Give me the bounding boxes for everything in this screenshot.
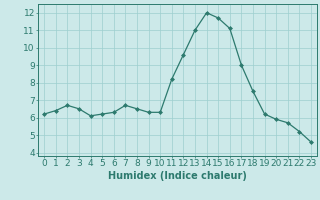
- X-axis label: Humidex (Indice chaleur): Humidex (Indice chaleur): [108, 171, 247, 181]
